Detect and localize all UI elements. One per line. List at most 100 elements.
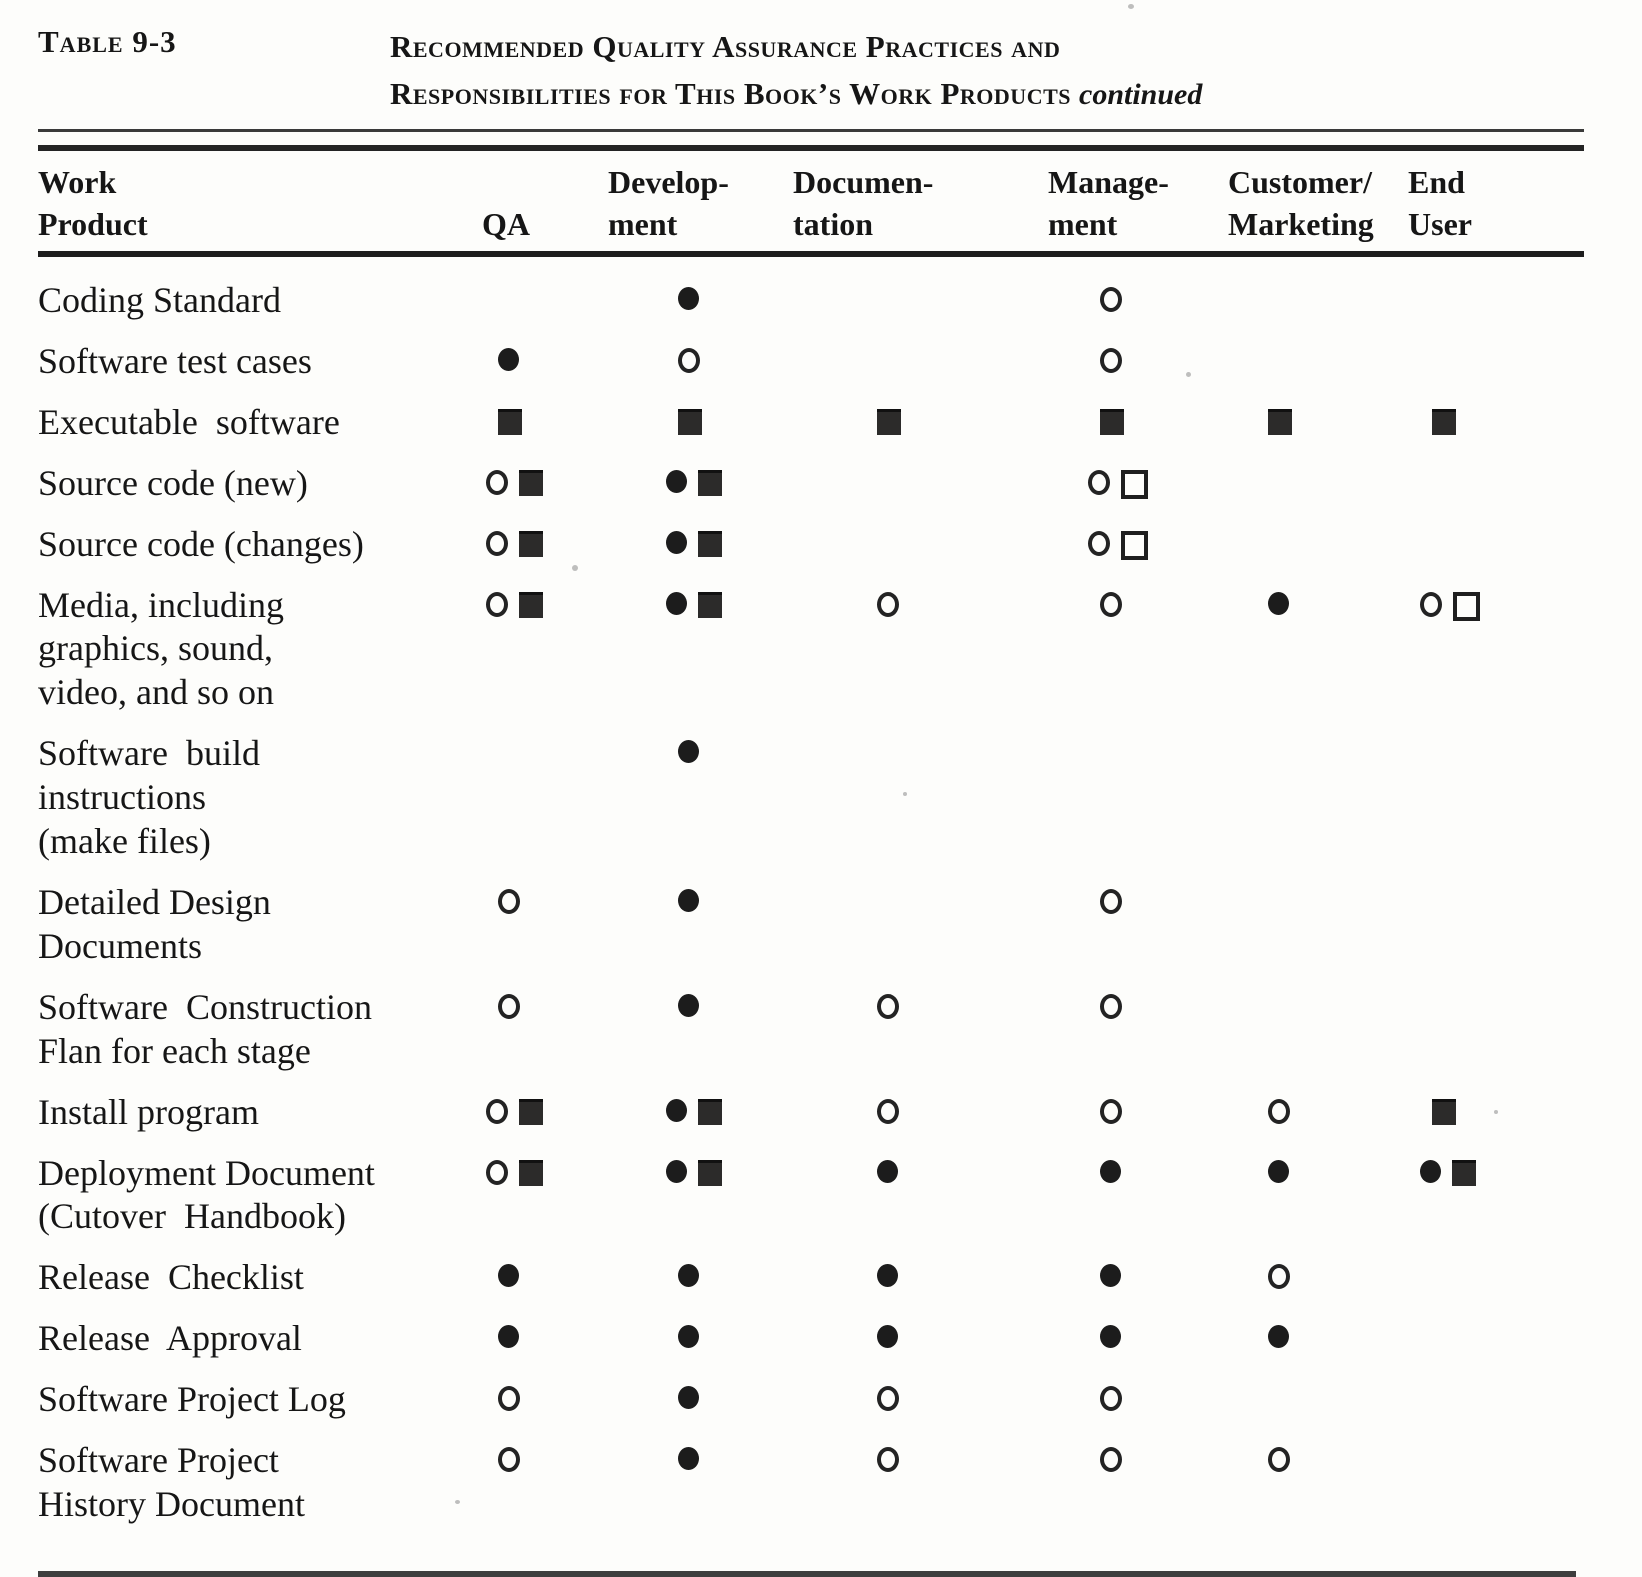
table-row: Software test cases <box>38 340 1600 384</box>
documentation-cell <box>793 279 1038 323</box>
table-row: Release Checklist <box>38 1256 1600 1300</box>
work-product-label: Software Construction Flan for each stag… <box>38 986 372 1071</box>
end-user-cell <box>1398 1378 1600 1422</box>
customer-marketing-cell <box>1228 401 1398 445</box>
open-circle-icon <box>498 1386 520 1412</box>
open-circle-icon <box>486 530 508 556</box>
development-cell <box>608 584 793 716</box>
column-header-development: Develop-ment <box>608 164 729 242</box>
open-circle-icon <box>1268 1447 1290 1473</box>
end-user-cell <box>1398 340 1600 384</box>
filled-circle-icon <box>666 530 687 554</box>
filled-circle-icon <box>1100 1159 1121 1183</box>
filled-circle-icon <box>678 1386 699 1410</box>
table-row: Detailed Design Documents <box>38 881 1600 969</box>
header-bottom-rule <box>38 251 1584 257</box>
qa-cell <box>458 401 608 445</box>
filled-circle-icon <box>877 1325 898 1349</box>
qa-cell <box>458 584 608 716</box>
customer-marketing-cell <box>1228 1152 1398 1240</box>
customer-marketing-cell <box>1228 732 1398 864</box>
work-product-label: Executable software <box>38 401 340 442</box>
open-circle-icon <box>1268 1098 1290 1124</box>
documentation-cell <box>793 986 1038 1074</box>
table-row: Software Project History Document <box>38 1439 1600 1527</box>
documentation-cell <box>793 584 1038 716</box>
work-product-label: Install program <box>38 1091 259 1132</box>
end-user-cell <box>1398 986 1600 1074</box>
management-cell <box>1038 340 1228 384</box>
open-circle-icon <box>1420 591 1442 617</box>
filled-square-icon <box>678 408 702 435</box>
customer-marketing-cell <box>1228 986 1398 1074</box>
qa-cell <box>458 1317 608 1361</box>
table-row: Release Approval <box>38 1317 1600 1361</box>
table-caption: Table 9-3 Recommended Quality Assurance … <box>38 24 1600 117</box>
qa-cell <box>458 523 608 567</box>
management-cell <box>1038 523 1228 567</box>
filled-square-icon <box>519 591 543 618</box>
filled-circle-icon <box>877 1264 898 1288</box>
management-cell <box>1038 1152 1228 1240</box>
filled-square-icon <box>1268 408 1292 435</box>
qa-cell <box>458 1439 608 1527</box>
management-cell <box>1038 462 1228 506</box>
work-product-label: Detailed Design Documents <box>38 881 271 966</box>
open-square-icon <box>1121 469 1148 499</box>
development-cell <box>608 462 793 506</box>
development-cell <box>608 1378 793 1422</box>
customer-marketing-cell <box>1228 340 1398 384</box>
table-row: Executable software <box>38 401 1600 445</box>
management-cell <box>1038 1317 1228 1361</box>
management-cell <box>1038 1091 1228 1135</box>
documentation-cell <box>793 523 1038 567</box>
work-product-label: Source code (changes) <box>38 523 364 564</box>
scan-speck <box>1186 372 1191 377</box>
table-title-line1: Recommended Quality Assurance Practices … <box>390 29 1061 64</box>
customer-marketing-cell <box>1228 1439 1398 1527</box>
documentation-cell <box>793 1317 1038 1361</box>
open-circle-icon <box>877 1098 899 1124</box>
filled-circle-icon <box>678 740 699 764</box>
open-circle-icon <box>486 1098 508 1124</box>
filled-circle-icon <box>1268 1159 1289 1183</box>
column-header-customer-marketing: Customer/Marketing <box>1228 164 1374 242</box>
customer-marketing-cell <box>1228 1256 1398 1300</box>
filled-circle-icon <box>666 469 687 493</box>
management-cell <box>1038 1378 1228 1422</box>
development-cell <box>608 401 793 445</box>
scan-speck <box>1128 4 1134 9</box>
bottom-rule <box>38 1570 1576 1577</box>
column-header-qa: QA <box>482 206 530 242</box>
open-square-icon <box>1121 530 1148 560</box>
filled-square-icon <box>519 469 543 496</box>
scan-speck <box>455 1500 460 1504</box>
top-double-rule <box>38 129 1584 151</box>
work-product-label: Release Checklist <box>38 1257 304 1298</box>
customer-marketing-cell <box>1228 1378 1398 1422</box>
customer-marketing-cell <box>1228 1091 1398 1135</box>
work-product-label: Media, including graphics, sound, video,… <box>38 584 284 713</box>
open-circle-icon <box>1088 469 1110 495</box>
table-title: Recommended Quality Assurance Practices … <box>390 24 1202 117</box>
open-circle-icon <box>877 993 899 1019</box>
filled-circle-icon <box>498 347 519 371</box>
table-title-line2-wrap: Responsibilities for This Book’s Work Pr… <box>390 71 1202 118</box>
filled-circle-icon <box>678 1264 699 1288</box>
customer-marketing-cell <box>1228 881 1398 969</box>
column-header-work-product: Work Product <box>38 164 148 242</box>
filled-square-icon <box>519 530 543 557</box>
management-cell <box>1038 279 1228 323</box>
open-circle-icon <box>1100 1386 1122 1412</box>
development-cell <box>608 340 793 384</box>
column-header-management: Manage-ment <box>1048 164 1169 242</box>
end-user-cell <box>1398 584 1600 716</box>
filled-square-icon <box>698 1098 722 1125</box>
table-title-line2: Responsibilities for This Book’s Work Pr… <box>390 75 1071 111</box>
open-circle-icon <box>486 591 508 617</box>
end-user-cell <box>1398 1091 1600 1135</box>
open-circle-icon <box>498 993 520 1019</box>
filled-circle-icon <box>678 287 699 310</box>
work-product-label: Release Approval <box>38 1318 302 1359</box>
table-row: Software build instructions (make files) <box>38 732 1600 864</box>
